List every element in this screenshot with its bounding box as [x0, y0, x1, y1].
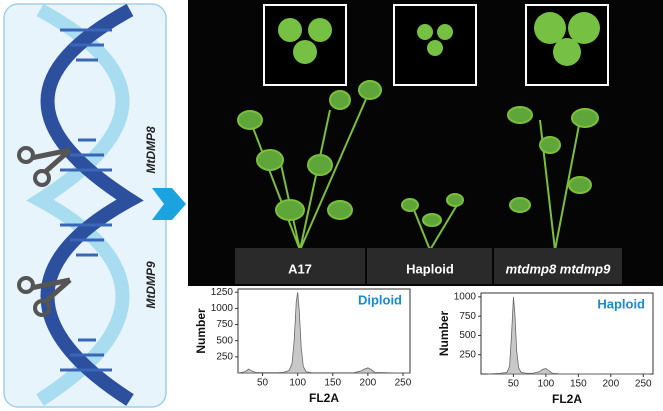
arrow: [152, 188, 186, 220]
y-axis-label: Number: [437, 311, 451, 357]
plot-area: [480, 292, 654, 375]
histogram-area: [237, 292, 410, 374]
plant-label: Haploid: [406, 261, 454, 276]
chart-title: Haploid: [597, 296, 645, 311]
y-tick-label: 1000: [211, 303, 234, 314]
x-tick-label: 200: [360, 378, 377, 389]
y-tick-label: 750: [459, 311, 476, 322]
plant-label: mtdmp8 mtdmp9: [506, 261, 612, 276]
y-tick-label: 750: [216, 319, 233, 330]
plants: [237, 80, 599, 251]
x-tick-label: 150: [324, 378, 341, 389]
gene-label: MtDMP9: [144, 261, 158, 309]
gene-label: MtDMP8: [144, 126, 158, 174]
dna-helix: [26, 3, 144, 406]
dna-panel: [3, 3, 167, 408]
x-tick-label: 250: [395, 378, 412, 389]
y-tick-label: 1000: [454, 291, 477, 302]
x-tick-label: 100: [289, 378, 306, 389]
leaf-insets: [263, 4, 609, 86]
x-tick-label: 50: [257, 378, 269, 389]
y-tick-label: 1250: [211, 287, 234, 298]
scissors-icon: [17, 146, 72, 317]
x-tick-label: 50: [508, 379, 520, 390]
x-axis-label: FL2A: [552, 392, 582, 406]
y-axis-label: Number: [194, 308, 208, 354]
plot-area: [237, 288, 411, 374]
x-axis-label: FL2A: [309, 391, 339, 405]
y-tick-label: 500: [459, 330, 476, 341]
x-tick-label: 100: [538, 379, 555, 390]
y-tick-label: 250: [216, 351, 233, 362]
x-tick-label: 200: [602, 379, 619, 390]
plant-label: A17: [288, 261, 312, 276]
x-tick-label: 150: [570, 379, 587, 390]
x-tick-label: 250: [635, 379, 652, 390]
histogram-area: [487, 296, 650, 375]
y-tick-label: 500: [216, 335, 233, 346]
pots: [235, 248, 622, 284]
chart-title: Diploid: [358, 292, 402, 307]
y-tick-label: 250: [459, 349, 476, 360]
